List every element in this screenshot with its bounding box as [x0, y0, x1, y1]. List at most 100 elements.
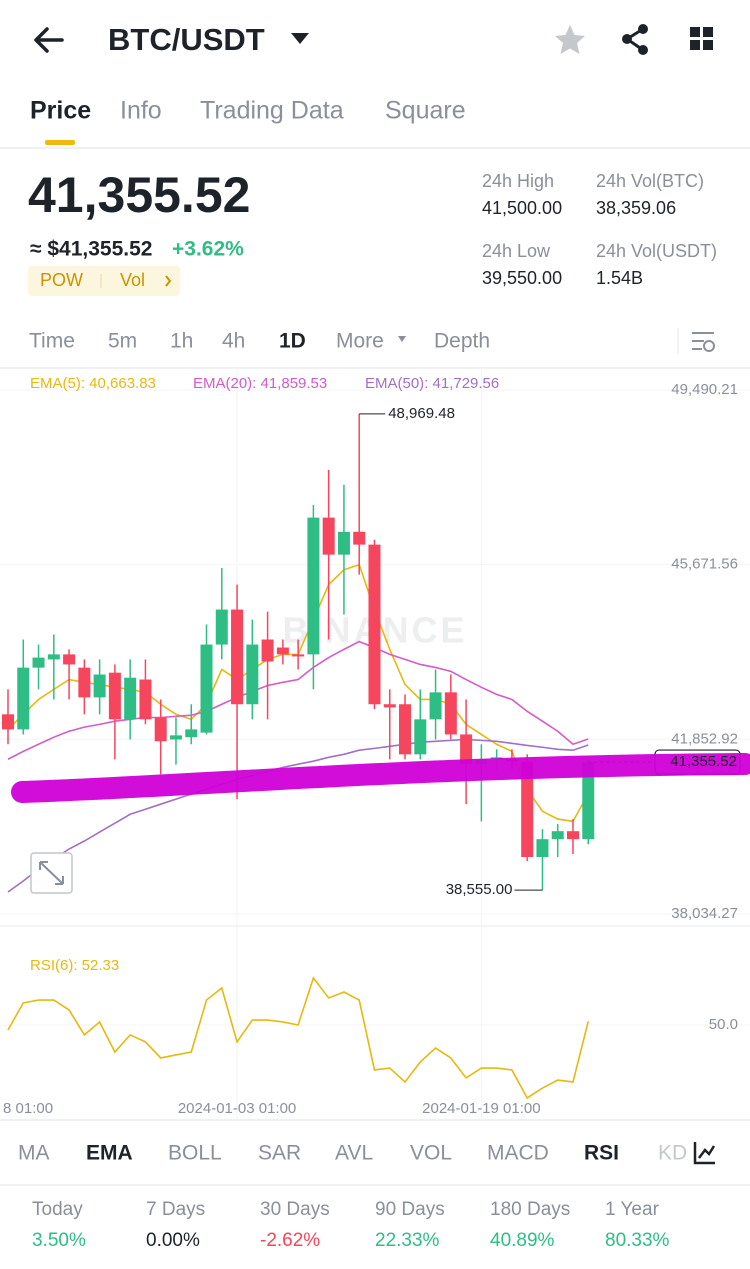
performance-value: 3.50%	[32, 1230, 86, 1251]
legend-entry: EMA(50): 41,729.56	[365, 375, 499, 392]
share-button[interactable]	[622, 24, 648, 55]
indicator-tab[interactable]: EMA	[86, 1142, 133, 1165]
performance-label: 1 Year	[605, 1199, 660, 1220]
candle-body	[246, 644, 259, 705]
interval[interactable]: 5m	[108, 330, 137, 353]
interval[interactable]: Time	[29, 330, 75, 353]
performance-value: 22.33%	[375, 1230, 440, 1251]
tag[interactable]: Vol	[120, 270, 145, 290]
candle-body	[536, 839, 549, 858]
chart-layer: BINANCE	[0, 370, 750, 1120]
indicator-tab[interactable]: MA	[18, 1142, 50, 1165]
candle-body	[368, 544, 381, 705]
performance-label: 7 Days	[146, 1199, 205, 1220]
x-tick-label: 2024-01-19 01:00	[422, 1100, 540, 1117]
text-layer: BTC/USDT Price Info Trading Data Square 41,35…	[3, 22, 738, 1251]
candle-body	[231, 609, 244, 705]
tab[interactable]: Price	[30, 97, 91, 125]
candle-body	[399, 704, 412, 755]
layout-button[interactable]	[690, 27, 713, 50]
candle-body	[353, 531, 366, 545]
stat-value: 39,550.00	[482, 268, 562, 288]
price-change: +3.62%	[172, 238, 244, 261]
stat-label: 24h Low	[482, 241, 551, 261]
candle-body	[551, 831, 564, 840]
candle-body	[185, 729, 198, 738]
tab[interactable]: Square	[385, 97, 466, 125]
candle-body	[47, 654, 60, 660]
indicator-tab[interactable]: BOLL	[168, 1142, 222, 1165]
chart-settings[interactable]	[692, 332, 715, 352]
candle-body	[169, 735, 182, 740]
interval[interactable]: 4h	[222, 330, 245, 353]
performance-value: 80.33%	[605, 1230, 670, 1251]
back-button[interactable]	[34, 27, 64, 53]
candle-body	[307, 517, 320, 655]
candle-body	[215, 609, 228, 645]
expand-button[interactable]	[30, 852, 73, 894]
candle-body	[93, 674, 106, 698]
candle-body	[139, 679, 152, 720]
y-tick-label: 41,852.92	[671, 730, 738, 747]
performance-value: -2.62%	[260, 1230, 320, 1251]
performance-label: Today	[32, 1199, 83, 1220]
interval[interactable]: More	[336, 330, 384, 353]
y-tick-label: 45,671.56	[671, 556, 738, 573]
interval[interactable]: 1D	[279, 330, 306, 353]
candle-body	[32, 657, 45, 668]
candle-body	[276, 647, 289, 655]
pair-dropdown[interactable]	[291, 33, 309, 44]
fiat-price: ≈ $41,355.52	[30, 238, 152, 261]
tab[interactable]: Trading Data	[200, 97, 344, 125]
legend-entry: RSI(6): 52.33	[30, 957, 119, 974]
candle-body	[444, 692, 457, 735]
indicator-tab[interactable]: SAR	[258, 1142, 301, 1165]
candle-body	[63, 654, 76, 665]
x-tick-label: 8 01:00	[3, 1100, 53, 1117]
rsi-line	[7, 976, 590, 1100]
candle-body	[566, 831, 579, 840]
stat-value: 38,359.06	[596, 198, 676, 218]
stat-label: 24h Vol(USDT)	[596, 241, 717, 261]
legend-entry: EMA(5): 40,663.83	[30, 375, 156, 392]
candle-body	[108, 672, 121, 720]
candle-body	[337, 531, 350, 555]
ema-line	[7, 640, 589, 760]
candle-body	[582, 762, 595, 840]
user-drawn-line	[11, 753, 750, 803]
interval[interactable]: Depth	[434, 330, 490, 353]
x-tick-label: 2024-01-03 01:00	[178, 1100, 296, 1117]
candle-body	[78, 667, 91, 698]
indicator-settings[interactable]	[693, 1142, 716, 1165]
last-price: 41,355.52	[28, 167, 250, 223]
stat-label: 24h High	[482, 171, 554, 191]
tab[interactable]: Info	[120, 97, 162, 125]
candle-body	[200, 644, 213, 733]
tab-indicator	[45, 140, 75, 145]
favorite-star[interactable]	[555, 25, 585, 54]
candle-body	[460, 734, 473, 765]
more-caret	[398, 336, 406, 342]
interval[interactable]: 1h	[170, 330, 193, 353]
candle-body	[322, 517, 335, 555]
performance-label: 90 Days	[375, 1199, 445, 1220]
indicator-tab[interactable]: AVL	[335, 1142, 373, 1165]
y-tick-label: 38,034.27	[671, 905, 738, 922]
indicator-tab[interactable]: KD	[658, 1142, 687, 1165]
candle-body	[154, 717, 167, 742]
candle-body	[383, 704, 396, 708]
performance-value: 0.00%	[146, 1230, 200, 1251]
indicator-tab[interactable]: MACD	[487, 1142, 549, 1165]
tag[interactable]: POW	[40, 270, 83, 290]
y-tick-label: 50.0	[709, 1016, 738, 1033]
last-price-label: 41,355.52	[670, 753, 737, 770]
indicator-tab[interactable]: RSI	[584, 1142, 619, 1165]
ema-line	[7, 738, 589, 893]
candle-body	[17, 667, 30, 730]
tag-box[interactable]	[28, 266, 180, 296]
stat-value: 1.54B	[596, 268, 643, 288]
tag-chevron	[165, 275, 172, 287]
indicator-tab[interactable]: VOL	[410, 1142, 452, 1165]
